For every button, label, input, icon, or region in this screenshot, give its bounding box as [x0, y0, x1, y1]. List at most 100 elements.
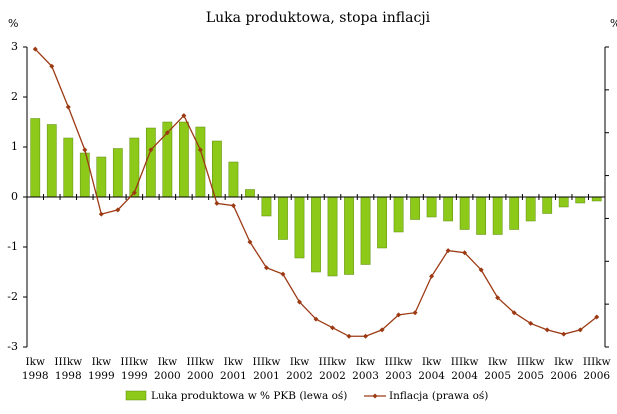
x-tick-label: Ikw 1998 [21, 356, 49, 382]
line-point [32, 46, 38, 52]
bar [344, 196, 354, 275]
line-point [429, 273, 435, 279]
line-point [164, 130, 170, 136]
bar [525, 196, 536, 222]
line-point [544, 327, 550, 333]
line-point [577, 327, 583, 333]
bar [327, 196, 338, 277]
y-tick-label: 1 [11, 140, 18, 153]
line-point [148, 147, 154, 153]
y-tick-label: 0 [11, 190, 18, 203]
line-point [98, 211, 104, 217]
bar [145, 127, 156, 198]
line-point [230, 203, 236, 209]
bar [112, 148, 123, 198]
y2-unit: % [610, 17, 617, 30]
line-point [214, 200, 220, 206]
line-point [528, 320, 534, 326]
bar [129, 137, 140, 198]
bar [179, 121, 189, 198]
bar [278, 196, 288, 240]
bar [360, 196, 371, 265]
chart-title: Luka produktowa, stopa inflacji [206, 10, 431, 26]
bar [30, 118, 41, 198]
line-point [313, 316, 319, 322]
line-point [346, 333, 352, 339]
line-point [263, 265, 269, 271]
line-point [197, 147, 203, 153]
x-tick-label: Ikw 2006 [550, 356, 578, 382]
bar [492, 196, 503, 235]
x-tick-label: IIIkw 2004 [450, 356, 479, 382]
line-point [412, 310, 418, 316]
line-point [511, 310, 517, 316]
bar [294, 196, 305, 259]
bar [459, 196, 470, 230]
line-point [330, 325, 336, 331]
x-tick-label: IIIkw 2006 [582, 356, 611, 382]
legend-swatch [125, 390, 147, 401]
bar [96, 156, 107, 198]
y-tick-label: 3 [11, 40, 18, 53]
line-point [65, 104, 71, 110]
bar [410, 196, 420, 220]
y-tick-label: 2 [11, 90, 18, 103]
bar [426, 196, 437, 218]
bar [476, 196, 487, 235]
bar [245, 189, 255, 198]
line-point [115, 207, 121, 213]
x-tick-label: Ikw 1999 [87, 356, 115, 382]
x-tick-label: Ikw 2001 [220, 356, 247, 382]
y-tick-label: -3 [7, 340, 18, 353]
line-point [478, 267, 484, 273]
bar [228, 161, 239, 198]
bar [46, 124, 57, 198]
line-point [379, 327, 385, 333]
line-point [462, 250, 468, 256]
line-point [561, 331, 567, 337]
line-point [82, 147, 88, 153]
x-tick-label: Ikw 2002 [286, 356, 313, 382]
line-point [445, 248, 451, 254]
x-tick-label: Ikw 2004 [418, 356, 445, 382]
bar [393, 196, 404, 233]
bar [509, 196, 520, 230]
x-tick-label: Ikw 2005 [484, 356, 512, 382]
x-tick-label: IIIkw 2002 [318, 356, 347, 382]
bar [311, 196, 321, 273]
bar [212, 140, 222, 198]
bar [63, 137, 74, 198]
x-tick-label: IIIkw 1998 [54, 356, 83, 382]
line-point [396, 312, 402, 318]
y-tick-label: -1 [7, 240, 18, 253]
y-unit: % [8, 17, 18, 30]
y-tick-label: -2 [7, 290, 18, 303]
line-point [495, 295, 501, 301]
line-point [594, 314, 600, 320]
bar [377, 196, 387, 249]
line-point [181, 113, 187, 119]
x-tick-label: IIIkw 2000 [186, 356, 215, 382]
x-tick-label: Ikw 2000 [153, 356, 181, 382]
bar [79, 152, 90, 198]
x-tick-label: IIIkw 1999 [120, 356, 149, 382]
bar [542, 196, 553, 214]
line-point [363, 333, 369, 339]
legend-label: Inflacja (prawa oś) [389, 390, 488, 402]
bar [575, 196, 586, 204]
line-point [49, 63, 55, 69]
bar [591, 196, 602, 202]
line-point [131, 190, 137, 196]
bar [558, 196, 569, 208]
line-point [280, 271, 286, 277]
bar [443, 196, 453, 222]
x-tick-label: IIIkw 2005 [516, 356, 545, 382]
x-tick-label: IIIkw 2001 [252, 356, 281, 382]
line-point [296, 299, 302, 305]
legend-swatch [372, 393, 378, 399]
legend-label: Luka produktowa w % PKB (lewa oś) [151, 390, 347, 402]
bar [261, 196, 272, 217]
line-point [247, 239, 253, 245]
